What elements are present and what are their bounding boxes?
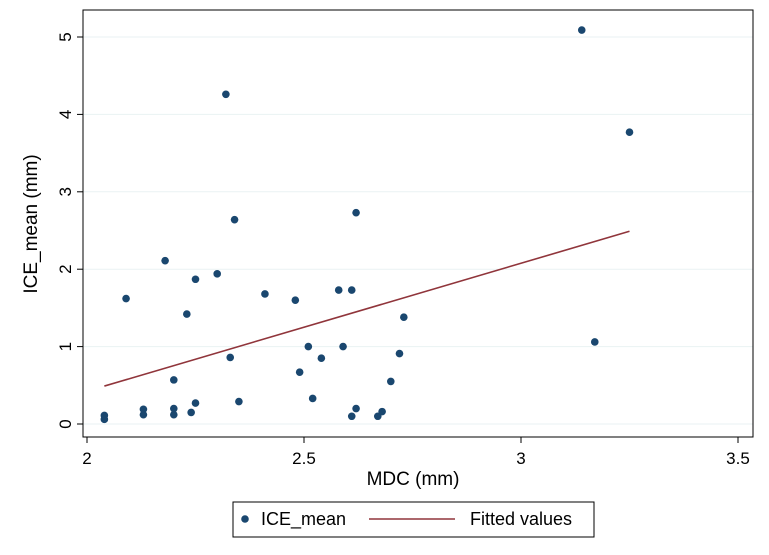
scatter-point-6 <box>170 376 178 384</box>
y-tick-label-2: 2 <box>56 264 75 273</box>
scatter-point-2 <box>122 294 130 303</box>
scatter-point-17 <box>235 397 243 406</box>
x-axis: 2 2.5 3 3.5 <box>82 437 750 468</box>
scatter-point-24 <box>334 286 343 294</box>
scatter-point-8 <box>170 404 178 413</box>
x-tick-label-1: 2.5 <box>292 449 316 468</box>
scatter-point-22 <box>308 394 317 403</box>
scatter-point-10 <box>187 408 195 417</box>
scatter-point-20 <box>295 368 304 376</box>
legend-marker-ice-mean <box>241 515 249 523</box>
scatter-point-3 <box>139 410 148 419</box>
plot-frame <box>82 9 754 438</box>
scatter-point-16 <box>230 215 239 224</box>
y-tick-label-0: 0 <box>56 419 75 428</box>
scatter-point-35 <box>577 26 586 34</box>
grid-layer <box>83 36 753 425</box>
scatter-point-11 <box>191 275 200 284</box>
fitted-values-line <box>104 230 630 387</box>
y-tick-label-5: 5 <box>56 32 75 41</box>
legend-label-ice-mean: ICE_mean <box>261 509 346 530</box>
y-axis-label: ICE_mean (mm) <box>21 154 42 293</box>
scatter-point-7 <box>170 410 178 419</box>
scatter-point-34 <box>400 313 408 321</box>
legend: ICE_mean Fitted values <box>232 501 595 538</box>
scatter-point-26 <box>347 286 356 294</box>
scatter-point-37 <box>625 128 634 137</box>
scatter-point-27 <box>347 412 356 421</box>
scatter-point-18 <box>261 290 269 298</box>
scatter-point-21 <box>304 342 313 351</box>
scatter-point-12 <box>191 399 200 407</box>
scatter-point-15 <box>226 353 235 362</box>
y-tick-label-4: 4 <box>56 110 75 119</box>
x-tick-label-0: 2 <box>82 449 91 468</box>
y-tick-label-1: 1 <box>56 342 75 351</box>
scatter-point-31 <box>378 407 386 416</box>
scatter-point-29 <box>352 404 360 413</box>
fit-line-layer <box>104 230 630 387</box>
x-tick-label-3: 3.5 <box>726 449 750 468</box>
scatter-point-14 <box>222 90 230 99</box>
y-axis: 0 1 2 3 4 5 <box>56 32 83 429</box>
scatter-point-32 <box>387 377 395 386</box>
scatter-point-28 <box>352 208 360 217</box>
x-axis-label: MDC (mm) <box>367 469 460 490</box>
scatter-point-5 <box>161 256 169 265</box>
scatter-points-layer <box>100 26 634 424</box>
scatter-point-25 <box>339 342 347 351</box>
scatter-point-13 <box>213 270 221 278</box>
scatter-point-1 <box>100 411 109 420</box>
scatter-point-36 <box>590 338 599 346</box>
y-tick-label-3: 3 <box>56 187 75 196</box>
scatter-point-19 <box>291 296 300 304</box>
x-tick-label-2: 3 <box>516 449 525 468</box>
scatter-point-23 <box>317 354 326 363</box>
scatter-point-9 <box>183 310 191 318</box>
legend-label-fitted: Fitted values <box>470 509 572 529</box>
scatter-point-33 <box>395 349 404 358</box>
scatter-point-4 <box>139 405 148 414</box>
